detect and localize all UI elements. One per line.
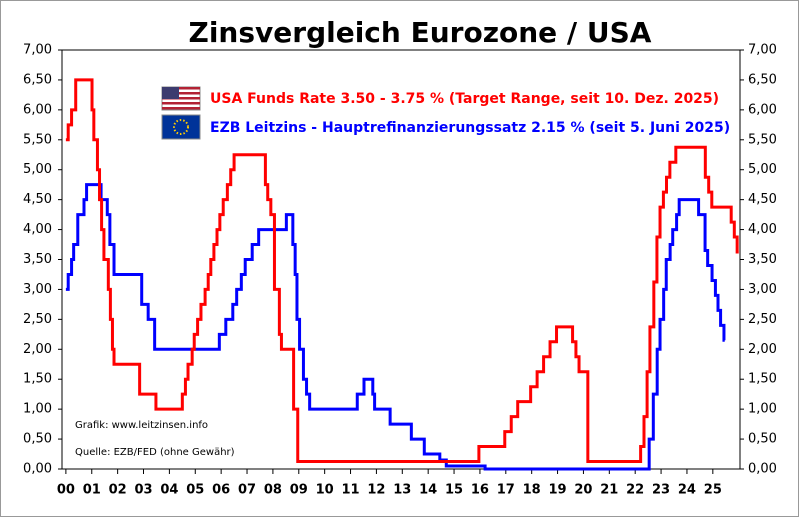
y-tick-label: 4,00 — [23, 222, 52, 237]
y2-tick-label: 3,50 — [748, 252, 777, 267]
y2-tick-label: 6,00 — [748, 102, 777, 117]
x-tick-label: 13 — [393, 483, 411, 498]
y-tick-label: 2,50 — [23, 312, 52, 327]
y-tick-label: 5,50 — [23, 132, 52, 147]
y-tick-label: 0,50 — [23, 432, 52, 447]
x-tick-label: 10 — [316, 483, 334, 498]
chart-title: Zinsvergleich Eurozone / USA — [189, 16, 652, 49]
legend-entry: EZB Leitzins - Hauptrefinanzierungssatz … — [210, 120, 730, 136]
x-tick-label: 06 — [212, 483, 230, 498]
y-tick-label: 3,50 — [23, 252, 52, 267]
y2-tick-label: 7,00 — [748, 43, 777, 58]
y2-tick-label: 1,50 — [748, 372, 777, 387]
x-tick-label: 20 — [574, 483, 592, 498]
legend-entry: USA Funds Rate 3.50 - 3.75 % (Target Ran… — [210, 91, 719, 107]
x-tick-label: 04 — [160, 483, 178, 498]
y-tick-label: 5,00 — [23, 162, 52, 177]
y-tick-label: 4,50 — [23, 192, 52, 207]
y-tick-label: 1,00 — [23, 402, 52, 417]
y-tick-label: 2,00 — [23, 342, 52, 357]
eu-flag — [161, 114, 201, 140]
x-tick-label: 18 — [523, 483, 541, 498]
series-line — [65, 78, 739, 464]
y-tick-label: 6,50 — [23, 72, 52, 87]
x-tick-label: 11 — [341, 483, 359, 498]
x-tick-label: 16 — [471, 483, 489, 498]
x-tick-label: 08 — [264, 483, 282, 498]
y2-tick-label: 3,00 — [748, 282, 777, 297]
x-tick-label: 01 — [83, 483, 101, 498]
x-tick-label: 22 — [626, 483, 644, 498]
y2-tick-label: 5,50 — [748, 132, 777, 147]
x-tick-label: 05 — [186, 483, 204, 498]
series-line — [65, 183, 726, 471]
y-tick-label: 7,00 — [23, 43, 52, 58]
x-tick-label: 02 — [109, 483, 127, 498]
x-tick-label: 21 — [600, 483, 618, 498]
x-tick-label: 07 — [238, 483, 256, 498]
annotation: Quelle: EZB/FED (ohne Gewähr) — [75, 447, 235, 458]
x-tick-label: 17 — [497, 483, 515, 498]
y-tick-label: 6,00 — [23, 102, 52, 117]
annotation: Grafik: www.leitzinsen.info — [75, 420, 208, 431]
x-tick-label: 19 — [549, 483, 567, 498]
x-tick-label: 15 — [445, 483, 463, 498]
x-tick-label: 23 — [652, 483, 670, 498]
x-tick-label: 24 — [678, 483, 696, 498]
x-tick-label: 14 — [419, 483, 437, 498]
y2-tick-label: 2,00 — [748, 342, 777, 357]
y-tick-label: 3,00 — [23, 282, 52, 297]
y-tick-label: 1,50 — [23, 372, 52, 387]
y2-tick-label: 6,50 — [748, 72, 777, 87]
y2-tick-label: 5,00 — [748, 162, 777, 177]
y2-tick-label: 0,50 — [748, 432, 777, 447]
x-tick-label: 12 — [367, 483, 385, 498]
y2-tick-label: 2,50 — [748, 312, 777, 327]
x-tick-label: 00 — [57, 483, 75, 498]
y2-tick-label: 4,00 — [748, 222, 777, 237]
y2-tick-label: 1,00 — [748, 402, 777, 417]
us-flag — [161, 86, 201, 111]
x-tick-label: 03 — [134, 483, 152, 498]
y2-tick-label: 4,50 — [748, 192, 777, 207]
y-tick-label: 0,00 — [23, 462, 52, 477]
x-tick-label: 25 — [704, 483, 722, 498]
x-tick-label: 09 — [290, 483, 308, 498]
y2-tick-label: 0,00 — [748, 462, 777, 477]
